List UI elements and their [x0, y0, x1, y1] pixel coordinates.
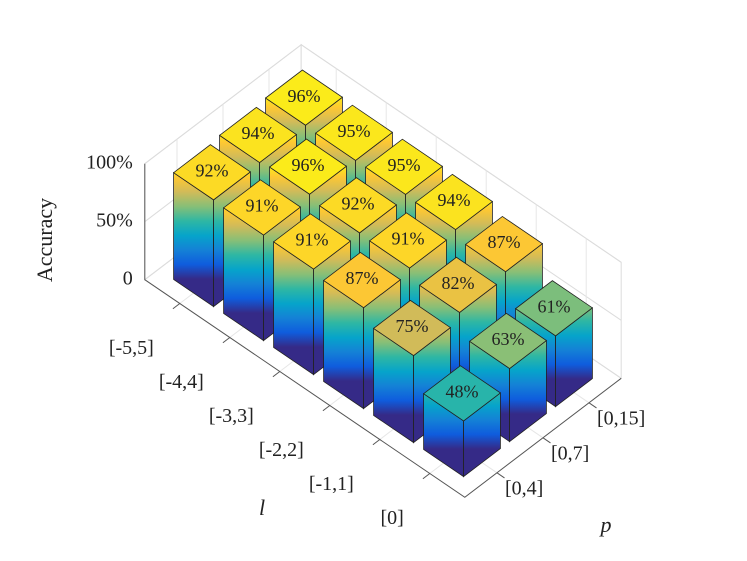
tick-mark [322, 405, 331, 412]
bar-top [322, 251, 402, 309]
y-axis-title: p [599, 512, 612, 537]
bar-top [368, 212, 448, 269]
labels: 0 50% 100% [-5,5][-4,4][-3,3][-2,2][-1,1] [0… [86, 151, 645, 529]
value-label: 63% [492, 329, 525, 349]
value-label: 91% [296, 230, 329, 250]
tick-mark [588, 402, 597, 409]
bar-top [372, 299, 452, 357]
value-label: 87% [488, 232, 521, 252]
x-tick-label: [-2,2] [259, 439, 304, 461]
bar-top [414, 173, 494, 231]
x-tick-label: [-5,5] [109, 337, 154, 359]
bar-top [218, 106, 298, 164]
value-label: 48% [446, 381, 479, 401]
value-label: 92% [196, 160, 229, 180]
bar: 91% [272, 213, 352, 376]
bar-top [422, 365, 502, 422]
bar-top [268, 138, 348, 195]
bar-top [418, 256, 498, 313]
tick-mark [542, 437, 551, 444]
z-axis-title: Accuracy [32, 198, 57, 282]
bar-top [364, 138, 444, 195]
x-tick-label: [-4,4] [159, 371, 204, 393]
bars: 96% 94% 95% 92% 96% 95% 91% 92% 94% 91% 91% 87% 87% 8… [172, 69, 594, 478]
value-label: 82% [442, 273, 475, 293]
tick-mark [172, 303, 181, 310]
tick-mark [222, 337, 231, 344]
value-label: 94% [242, 123, 275, 143]
grid-line [144, 44, 622, 263]
value-label: 87% [346, 268, 379, 288]
tick-mark [372, 439, 381, 446]
bar-top [222, 179, 302, 236]
bar-top [514, 280, 594, 337]
z-tick-label: 0 [123, 267, 133, 289]
value-label: 75% [396, 316, 429, 336]
bar-top [314, 104, 394, 161]
tick-mark [496, 472, 505, 479]
value-label: 96% [292, 155, 325, 175]
bar-top [272, 213, 352, 270]
tick-mark [422, 473, 431, 480]
value-label: 94% [438, 190, 471, 210]
bar: 48% [422, 365, 502, 478]
value-label: 96% [288, 86, 321, 106]
value-label: 95% [388, 155, 421, 175]
y-tick-label: [0,15] [597, 407, 645, 429]
x-tick-label: [0] [380, 507, 403, 529]
value-label: 61% [538, 296, 571, 316]
x-tick-label: [-1,1] [309, 473, 354, 495]
y-tick-label: [0,4] [505, 477, 543, 499]
bar: 63% [468, 312, 548, 443]
bar-top [264, 69, 344, 126]
bar-top [172, 144, 252, 201]
z-tick-label: 50% [96, 209, 133, 231]
value-label: 91% [392, 229, 425, 249]
bar-top [318, 177, 398, 234]
value-label: 92% [342, 193, 375, 213]
bar-top [468, 312, 548, 370]
tick-mark [272, 371, 281, 378]
z-tick-label: 100% [86, 151, 133, 173]
x-axis-title: l [259, 495, 265, 520]
x-tick-label: [-3,3] [209, 405, 254, 427]
value-label: 91% [246, 196, 279, 216]
y-tick-label: [0,7] [551, 442, 589, 464]
value-label: 95% [338, 121, 371, 141]
bar-top [464, 215, 544, 273]
